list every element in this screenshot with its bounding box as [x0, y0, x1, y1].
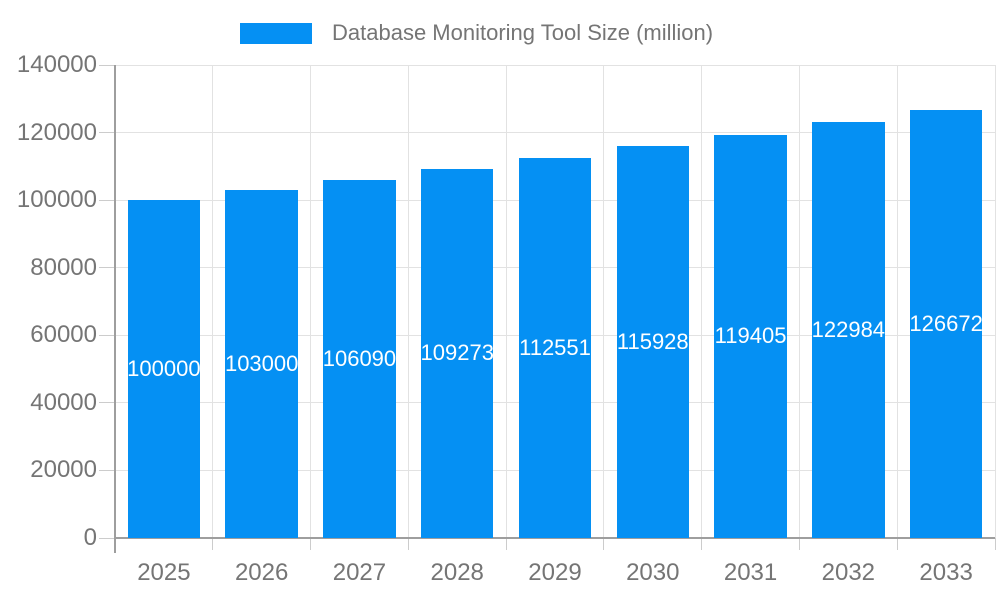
x-tick	[994, 538, 996, 550]
bar-2026: 103000	[225, 190, 298, 538]
y-tick	[99, 132, 115, 134]
x-tick	[310, 538, 312, 550]
y-tick	[99, 64, 115, 66]
bar-value-label: 100000	[127, 356, 201, 382]
x-axis-label: 2025	[137, 559, 191, 586]
h-gridline	[115, 132, 995, 134]
y-tick	[99, 537, 115, 539]
x-tick	[896, 538, 898, 550]
h-gridline	[115, 64, 995, 66]
x-tick	[505, 538, 507, 550]
bar-2033: 126672	[909, 110, 983, 538]
x-axis-line	[115, 537, 995, 539]
y-axis-label: 140000	[16, 51, 97, 78]
y-axis-label: 40000	[30, 388, 97, 416]
y-tick	[99, 334, 115, 336]
v-gridline	[896, 65, 898, 538]
x-tick	[798, 538, 800, 550]
x-axis-label: 2030	[626, 559, 680, 586]
bar-value-label: 126672	[909, 311, 983, 336]
x-tick	[212, 538, 214, 550]
y-axis-label: 0	[83, 524, 97, 551]
x-axis-label: 2027	[332, 559, 387, 586]
bar-2031: 119405	[714, 134, 787, 538]
v-gridline	[701, 65, 703, 538]
bar-value-label: 122984	[812, 317, 885, 343]
legend-label: Database Monitoring Tool Size (million)	[332, 20, 714, 45]
y-axis-label: 60000	[30, 321, 97, 349]
x-tick	[407, 538, 409, 550]
bar-value-label: 112551	[519, 334, 591, 360]
bar-2029: 112551	[518, 157, 592, 538]
v-gridline	[505, 65, 507, 538]
y-tick	[99, 199, 115, 201]
y-axis-label: 120000	[16, 118, 97, 146]
x-axis-label: 2033	[919, 559, 973, 586]
x-axis-label: 2029	[528, 559, 582, 586]
y-tick	[99, 469, 115, 471]
x-axis-label: 2028	[430, 559, 484, 586]
x-axis-label: 2031	[723, 559, 778, 586]
v-gridline	[994, 65, 996, 538]
bar-2025: 100000	[127, 200, 201, 538]
y-axis-line	[114, 65, 116, 553]
y-axis-label: 100000	[16, 186, 97, 214]
x-axis-label: 2026	[234, 559, 289, 586]
y-tick	[99, 402, 115, 404]
bar-2030: 115928	[616, 146, 690, 538]
bar-2032: 122984	[812, 122, 885, 538]
bar-2028: 109273	[420, 168, 494, 538]
y-axis-label: 20000	[30, 456, 97, 484]
x-tick	[701, 538, 703, 550]
y-axis-label: 80000	[30, 253, 97, 281]
bar-value-label: 106090	[323, 345, 396, 371]
v-gridline	[212, 65, 214, 538]
legend: Database Monitoring Tool Size (million)	[240, 22, 713, 44]
v-gridline	[310, 65, 312, 538]
v-gridline	[603, 65, 605, 538]
x-axis-label: 2032	[821, 559, 876, 586]
bar-value-label: 115928	[616, 329, 689, 355]
v-gridline	[407, 65, 409, 538]
x-tick	[603, 538, 605, 550]
bar-value-label: 109273	[420, 340, 494, 366]
bar-value-label: 103000	[225, 350, 298, 376]
y-tick	[99, 267, 115, 269]
bar-2027: 106090	[323, 179, 396, 538]
legend-swatch	[240, 22, 312, 44]
bar-value-label: 119405	[714, 323, 787, 349]
v-gridline	[798, 65, 800, 538]
